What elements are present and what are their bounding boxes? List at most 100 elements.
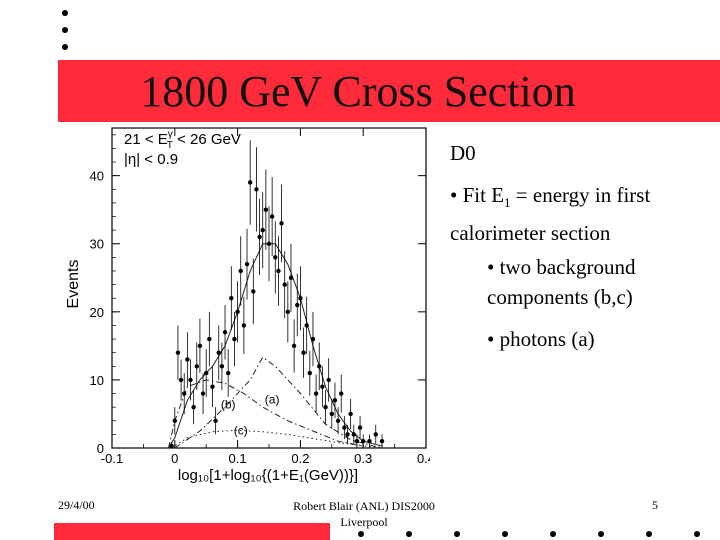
data-point: [379, 438, 385, 444]
data-point: [326, 377, 331, 383]
data-point: [320, 384, 325, 389]
data-point: [169, 443, 174, 449]
data-point: [282, 282, 287, 287]
component-label: (b): [221, 398, 236, 412]
data-point: [219, 364, 225, 369]
x-tick-label: 0.4: [417, 451, 430, 466]
data-point: [200, 391, 206, 396]
data-point: [251, 289, 256, 294]
y-tick-label: 30: [90, 237, 104, 252]
data-point: [188, 377, 193, 383]
decor-dot: [62, 27, 68, 33]
data-point: [178, 377, 184, 383]
slide-title: 1800 GeV Cross Section: [140, 67, 576, 116]
data-point: [172, 418, 177, 423]
data-point: [339, 391, 344, 396]
cut-label-1-a: 21 < E: [124, 131, 168, 148]
data-point: [244, 261, 250, 267]
data-point: [175, 350, 181, 355]
data-point: [357, 425, 363, 430]
footer-date: 29/4/00: [58, 498, 95, 512]
title-bar: [58, 60, 720, 122]
data-point: [269, 214, 275, 219]
data-point: [295, 302, 300, 308]
data-point: [351, 432, 356, 437]
cut-label-1: 21 < Eγ T < 26 GeV: [124, 129, 241, 151]
decor-dot: [550, 531, 556, 537]
data-point: [329, 411, 334, 417]
data-point: [273, 255, 278, 260]
cut-label-1-sub: T: [167, 140, 173, 151]
data-point: [288, 275, 294, 280]
data-point: [235, 309, 240, 315]
data-point: [301, 350, 306, 355]
data-point: [194, 364, 199, 369]
x-tick-label: 0.2: [291, 451, 309, 466]
data-point: [197, 343, 203, 349]
data-point: [263, 207, 269, 212]
decor-dot: [62, 44, 68, 50]
data-point: [207, 336, 212, 342]
cut-label-1-sup: γ: [168, 129, 173, 140]
curve-b: [168, 379, 364, 449]
data-point: [307, 370, 313, 376]
decor-dot: [406, 531, 412, 537]
data-point: [232, 336, 237, 342]
data-point: [213, 418, 218, 423]
data-point: [247, 180, 253, 185]
data-point: [229, 296, 234, 301]
data-point: [210, 384, 215, 389]
x-tick-label: 0: [171, 451, 178, 466]
bullet-background: • two background components (b,c): [487, 255, 636, 309]
data-point: [260, 227, 265, 233]
component-label: (a): [265, 393, 280, 407]
cut-label-1-end: < 26 GeV: [173, 131, 241, 148]
data-point: [348, 411, 353, 417]
bullet-fit-prefix: • Fit E: [450, 183, 505, 207]
y-tick-label: 20: [90, 305, 104, 320]
x-tick-label: -0.1: [101, 451, 123, 466]
data-point: [182, 391, 187, 396]
data-point: [354, 438, 360, 444]
x-axis-label: log₁₀[1+log₁₀{(1+E₁(GeV))}]: [178, 467, 358, 484]
decor-dot: [646, 531, 652, 537]
data-point: [310, 336, 316, 342]
decor-dot: [502, 531, 508, 537]
data-point: [323, 404, 328, 410]
y-tick-label: 40: [90, 169, 104, 184]
bullet-fit-suffix: = energy in first calorimeter section: [450, 183, 651, 246]
x-tick-label: 0.1: [229, 451, 247, 466]
data-point: [332, 398, 338, 403]
data-point: [317, 364, 322, 369]
data-point: [313, 391, 319, 396]
data-point: [285, 309, 291, 315]
data-point: [335, 418, 341, 423]
bullet-fit: • Fit E1 = energy in first calorimeter s…: [450, 180, 710, 248]
experiment-label: D0: [450, 141, 476, 165]
data-point: [276, 268, 281, 274]
data-point: [373, 432, 378, 437]
bullet-photons: • photons (a): [487, 327, 595, 351]
data-point: [257, 234, 262, 240]
y-axis-label: Events: [65, 260, 82, 309]
data-point: [241, 323, 247, 328]
data-point: [216, 350, 221, 355]
data-point: [254, 187, 259, 192]
data-point: [367, 438, 372, 444]
data-point: [238, 268, 243, 274]
data-point: [279, 221, 284, 226]
data-point: [222, 330, 228, 335]
footer-bar: [54, 523, 330, 540]
decor-dot: [598, 531, 604, 537]
data-point: [204, 370, 209, 376]
data-point: [225, 370, 231, 376]
curve-c: [171, 429, 383, 449]
bullet-fit-sub: 1: [504, 195, 511, 211]
component-label: (c): [234, 423, 248, 437]
data-point: [191, 404, 196, 410]
decor-dot: [694, 531, 700, 537]
chart: -0.100.10.20.30.4010203040(a)(b)(c) 21 <…: [65, 127, 430, 484]
data-point: [345, 432, 350, 437]
decor-dot: [454, 531, 460, 537]
data-point: [291, 343, 297, 349]
